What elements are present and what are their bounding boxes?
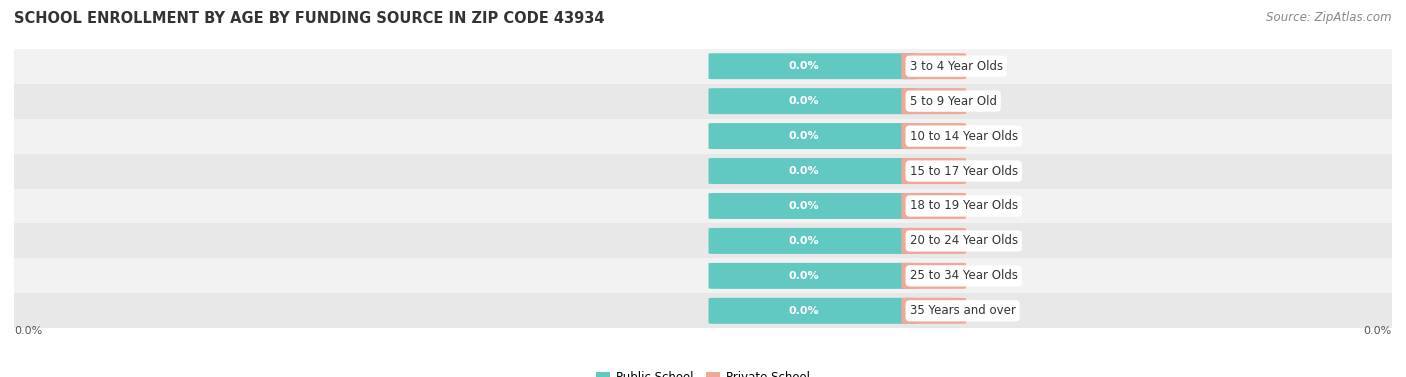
- FancyBboxPatch shape: [901, 193, 966, 219]
- Text: SCHOOL ENROLLMENT BY AGE BY FUNDING SOURCE IN ZIP CODE 43934: SCHOOL ENROLLMENT BY AGE BY FUNDING SOUR…: [14, 11, 605, 26]
- FancyBboxPatch shape: [709, 193, 918, 219]
- Text: 0.0%: 0.0%: [921, 306, 952, 316]
- Bar: [14, 84, 1392, 119]
- FancyBboxPatch shape: [709, 123, 918, 149]
- FancyBboxPatch shape: [901, 263, 966, 289]
- Legend: Public School, Private School: Public School, Private School: [592, 366, 814, 377]
- Text: 25 to 34 Year Olds: 25 to 34 Year Olds: [910, 269, 1018, 282]
- FancyBboxPatch shape: [901, 158, 966, 184]
- Bar: [14, 224, 1392, 258]
- Text: 18 to 19 Year Olds: 18 to 19 Year Olds: [910, 199, 1018, 213]
- Text: 3 to 4 Year Olds: 3 to 4 Year Olds: [910, 60, 1002, 73]
- FancyBboxPatch shape: [709, 228, 918, 254]
- FancyBboxPatch shape: [901, 228, 966, 254]
- FancyBboxPatch shape: [709, 263, 918, 289]
- Text: 0.0%: 0.0%: [789, 61, 818, 71]
- Text: 0.0%: 0.0%: [789, 306, 818, 316]
- Text: 0.0%: 0.0%: [789, 201, 818, 211]
- Text: 5 to 9 Year Old: 5 to 9 Year Old: [910, 95, 997, 108]
- Text: 35 Years and over: 35 Years and over: [910, 304, 1015, 317]
- Bar: [14, 293, 1392, 328]
- FancyBboxPatch shape: [901, 88, 966, 114]
- FancyBboxPatch shape: [709, 53, 918, 79]
- Bar: [14, 119, 1392, 153]
- Text: 10 to 14 Year Olds: 10 to 14 Year Olds: [910, 130, 1018, 143]
- Text: 0.0%: 0.0%: [921, 236, 952, 246]
- Text: 20 to 24 Year Olds: 20 to 24 Year Olds: [910, 234, 1018, 247]
- Text: 0.0%: 0.0%: [789, 166, 818, 176]
- FancyBboxPatch shape: [709, 298, 918, 324]
- Text: 0.0%: 0.0%: [921, 96, 952, 106]
- Text: 15 to 17 Year Olds: 15 to 17 Year Olds: [910, 164, 1018, 178]
- Text: Source: ZipAtlas.com: Source: ZipAtlas.com: [1267, 11, 1392, 24]
- Text: 0.0%: 0.0%: [789, 96, 818, 106]
- Text: 0.0%: 0.0%: [14, 326, 42, 336]
- Text: 0.0%: 0.0%: [921, 131, 952, 141]
- Bar: [14, 188, 1392, 224]
- Bar: [14, 49, 1392, 84]
- Text: 0.0%: 0.0%: [921, 271, 952, 281]
- Text: 0.0%: 0.0%: [789, 236, 818, 246]
- Text: 0.0%: 0.0%: [789, 271, 818, 281]
- FancyBboxPatch shape: [901, 123, 966, 149]
- Bar: [14, 153, 1392, 188]
- Text: 0.0%: 0.0%: [921, 201, 952, 211]
- Text: 0.0%: 0.0%: [1364, 326, 1392, 336]
- Bar: [14, 258, 1392, 293]
- Text: 0.0%: 0.0%: [921, 61, 952, 71]
- FancyBboxPatch shape: [901, 298, 966, 324]
- Text: 0.0%: 0.0%: [921, 166, 952, 176]
- Text: 0.0%: 0.0%: [789, 131, 818, 141]
- FancyBboxPatch shape: [901, 53, 966, 79]
- FancyBboxPatch shape: [709, 158, 918, 184]
- FancyBboxPatch shape: [709, 88, 918, 114]
